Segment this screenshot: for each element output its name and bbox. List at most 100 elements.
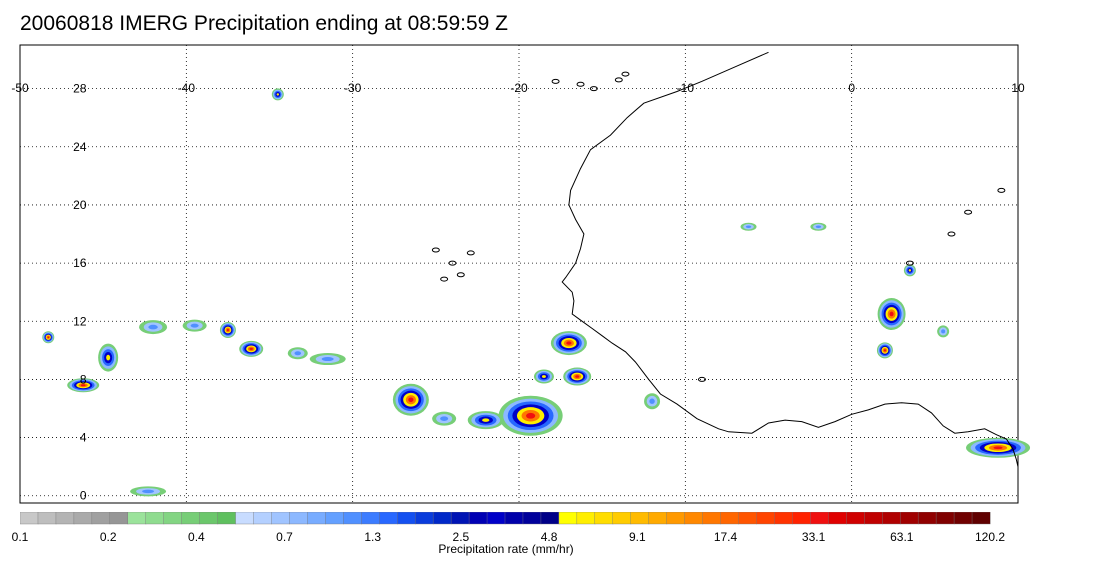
- page-title: 20060818 IMERG Precipitation ending at 0…: [20, 12, 508, 35]
- precip-cell: [148, 324, 158, 330]
- map-grid: [20, 45, 1018, 503]
- colorbar-tick-label: 17.4: [713, 530, 738, 544]
- precipitation-cells: [42, 88, 1031, 497]
- precip-cell: [321, 357, 334, 362]
- colorbar: [20, 512, 991, 525]
- colorbar-swatch: [109, 512, 129, 525]
- colorbar-swatch: [450, 512, 470, 525]
- colorbar-swatch: [199, 512, 219, 525]
- coastline-island: [697, 376, 706, 382]
- map-tick-labels: -50 -40 -30 -20 -10 0 10 0 4 8 12 16 20 24 28: [11, 81, 1025, 503]
- colorbar-swatch: [271, 512, 290, 525]
- lat-tick-label: 12: [73, 314, 87, 328]
- colorbar-swatch: [325, 512, 344, 525]
- coastline-island: [448, 260, 457, 266]
- coastline-island: [456, 272, 465, 278]
- colorbar-swatch: [343, 512, 362, 525]
- precip-cell: [526, 412, 536, 419]
- colorbar-swatch: [810, 512, 829, 525]
- colorbar-swatch: [576, 512, 596, 525]
- colorbar-swatch: [738, 512, 757, 525]
- colorbar-swatch: [181, 512, 201, 525]
- colorbar-swatch: [594, 512, 614, 525]
- lat-tick-label: 4: [80, 431, 87, 445]
- precip-cell: [482, 418, 490, 422]
- colorbar-tick-label: 33.1: [801, 530, 826, 544]
- precip-cell: [408, 397, 414, 403]
- coastline-island: [576, 81, 585, 87]
- colorbar-swatch: [666, 512, 686, 525]
- precip-cell: [566, 341, 572, 345]
- coastline-island: [466, 250, 475, 256]
- colorbar-swatch: [558, 512, 578, 525]
- precip-cell: [541, 375, 546, 378]
- colorbar-swatch: [971, 512, 991, 525]
- colorbar-swatch: [720, 512, 740, 525]
- africa-coastline: [561, 51, 1019, 467]
- colorbar-swatch: [379, 512, 398, 525]
- colorbar-swatch: [163, 512, 183, 525]
- colorbar-swatch: [522, 512, 542, 525]
- colorbar-swatch: [702, 512, 722, 525]
- colorbar-swatch: [307, 512, 326, 525]
- colorbar-swatch: [486, 512, 506, 525]
- precip-cell: [883, 349, 887, 352]
- colorbar-swatch: [540, 512, 560, 525]
- colorbar-swatch: [91, 512, 111, 525]
- precip-cell: [226, 328, 230, 332]
- coastline-island: [947, 231, 956, 237]
- colorbar-swatch: [612, 512, 632, 525]
- colorbar-title: Precipitation rate (mm/hr): [438, 542, 574, 556]
- colorbar-swatch: [145, 512, 165, 525]
- coastline-island: [551, 78, 560, 84]
- colorbar-swatch: [289, 512, 308, 525]
- precip-cell: [993, 446, 1003, 450]
- colorbar-tick-label: 0.1: [11, 530, 29, 544]
- coastline-island: [440, 276, 449, 282]
- coastline-island: [997, 187, 1006, 193]
- colorbar-swatch: [792, 512, 811, 525]
- lon-tick-label: -30: [344, 81, 362, 95]
- precipitation-map: -50 -40 -30 -20 -10 0 10 0 4 8 12 16 20 24 28: [11, 44, 1031, 504]
- lon-tick-label: -10: [677, 81, 695, 95]
- colorbar-swatch: [846, 512, 865, 525]
- lat-tick-label: 0: [80, 489, 87, 503]
- colorbar-tick-label: 0.2: [99, 530, 117, 544]
- lon-tick-label: -20: [510, 81, 528, 95]
- colorbar-tick-label: 2.5: [452, 530, 470, 544]
- lon-tick-label: 10: [1011, 81, 1025, 95]
- precip-cell: [190, 323, 199, 328]
- precip-cell: [745, 225, 752, 229]
- precip-cell: [47, 336, 50, 339]
- precip-cell: [142, 489, 155, 494]
- colorbar-swatch: [432, 512, 452, 525]
- precip-cell: [106, 354, 111, 361]
- colorbar-swatch: [37, 512, 57, 525]
- colorbar-swatch: [55, 512, 75, 525]
- precip-cell: [276, 93, 280, 96]
- colorbar-swatch: [953, 512, 973, 525]
- precip-cell: [249, 347, 253, 350]
- colorbar-tick-label: 0.4: [188, 530, 205, 544]
- coastline-island: [431, 247, 440, 253]
- colorbar-swatch: [361, 512, 380, 525]
- colorbar-swatch: [414, 512, 434, 525]
- colorbar-swatch: [504, 512, 524, 525]
- colorbar-swatch: [217, 512, 237, 525]
- colorbar-swatch: [648, 512, 668, 525]
- precip-cell: [440, 416, 449, 421]
- lat-tick-label: 8: [80, 372, 87, 386]
- coastline-island: [589, 86, 598, 92]
- precip-cell: [941, 329, 946, 334]
- colorbar-swatch: [397, 512, 416, 525]
- precip-cell: [575, 375, 580, 378]
- lon-tick-label: -40: [178, 81, 196, 95]
- lon-tick-label: -50: [11, 81, 29, 95]
- lat-tick-label: 20: [73, 198, 87, 212]
- coastline-island: [621, 71, 630, 77]
- lat-tick-label: 24: [73, 140, 87, 154]
- precip-cell: [294, 351, 302, 356]
- precip-cell: [889, 311, 894, 317]
- precip-cell: [80, 384, 86, 387]
- colorbar-swatch: [899, 512, 919, 525]
